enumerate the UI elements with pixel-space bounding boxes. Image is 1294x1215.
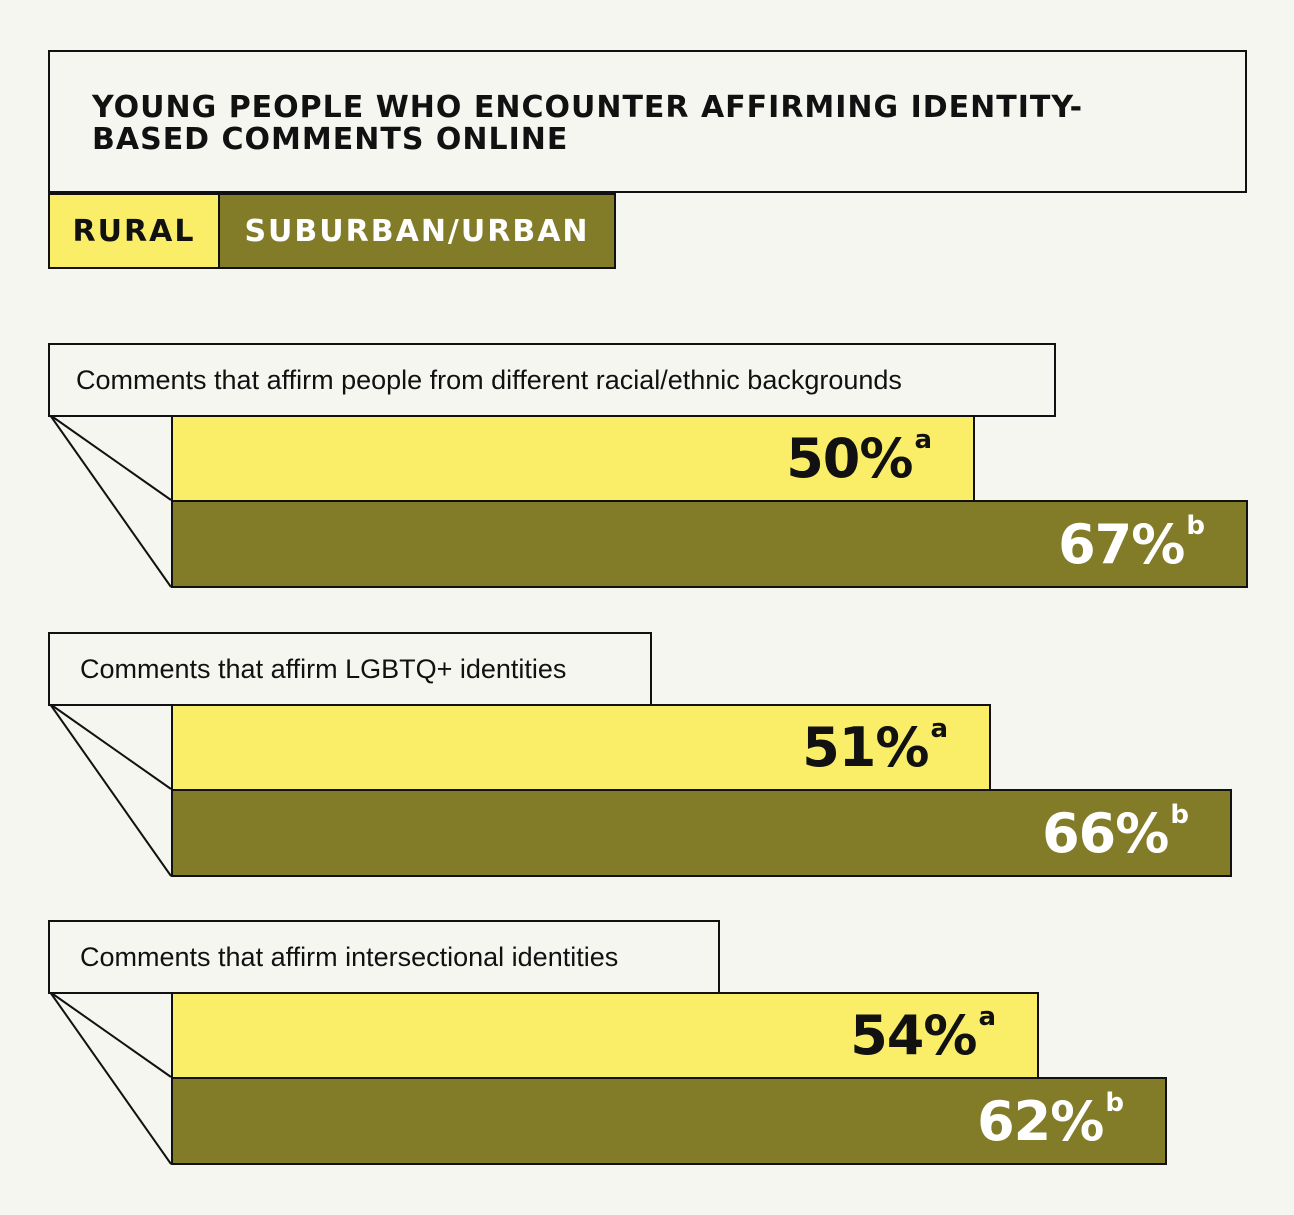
- bar-suburban-urban: 66%b: [171, 789, 1232, 877]
- bar-value-number: 51%: [802, 716, 929, 779]
- connector-line: [49, 991, 172, 1078]
- category-label: Comments that affirm LGBTQ+ identities: [48, 632, 652, 706]
- legend-suburban-urban: SUBURBAN/URBAN: [218, 193, 616, 269]
- bar-value-number: 66%: [1042, 801, 1169, 865]
- bar-rural: 51%a: [171, 704, 991, 791]
- bar-value-number: 67%: [1058, 512, 1185, 576]
- bar-suburban-urban: 62%b: [171, 1077, 1167, 1165]
- bar-value-number: 50%: [786, 427, 913, 490]
- significance-superscript: a: [914, 425, 932, 455]
- bar-rural: 50%a: [171, 415, 975, 502]
- significance-superscript: a: [978, 1002, 996, 1032]
- bar-rural: 54%a: [171, 992, 1039, 1079]
- bar-value-number: 54%: [850, 1004, 977, 1067]
- category-label: Comments that affirm people from differe…: [48, 343, 1056, 417]
- chart-title: YOUNG PEOPLE WHO ENCOUNTER AFFIRMING IDE…: [92, 90, 1084, 157]
- significance-superscript: b: [1105, 1087, 1124, 1118]
- connector-line: [49, 414, 172, 588]
- chart-title-box: YOUNG PEOPLE WHO ENCOUNTER AFFIRMING IDE…: [48, 50, 1247, 193]
- bar-value-label: 51%a: [802, 714, 989, 779]
- bar-value-label: 62%b: [977, 1087, 1165, 1153]
- bar-value-label: 66%b: [1042, 799, 1230, 865]
- bar-value-number: 62%: [977, 1089, 1104, 1153]
- bar-value-label: 50%a: [786, 425, 973, 490]
- connector-line: [49, 414, 172, 501]
- connector-line: [49, 703, 172, 877]
- bar-suburban-urban: 67%b: [171, 500, 1248, 588]
- significance-superscript: b: [1186, 510, 1205, 541]
- bar-value-label: 54%a: [850, 1002, 1037, 1067]
- category-label: Comments that affirm intersectional iden…: [48, 920, 720, 994]
- connector-line: [49, 703, 172, 790]
- legend-rural: RURAL: [48, 193, 220, 269]
- significance-superscript: b: [1170, 799, 1189, 830]
- bar-value-label: 67%b: [1058, 510, 1246, 576]
- connector-line: [49, 991, 172, 1165]
- significance-superscript: a: [930, 714, 948, 744]
